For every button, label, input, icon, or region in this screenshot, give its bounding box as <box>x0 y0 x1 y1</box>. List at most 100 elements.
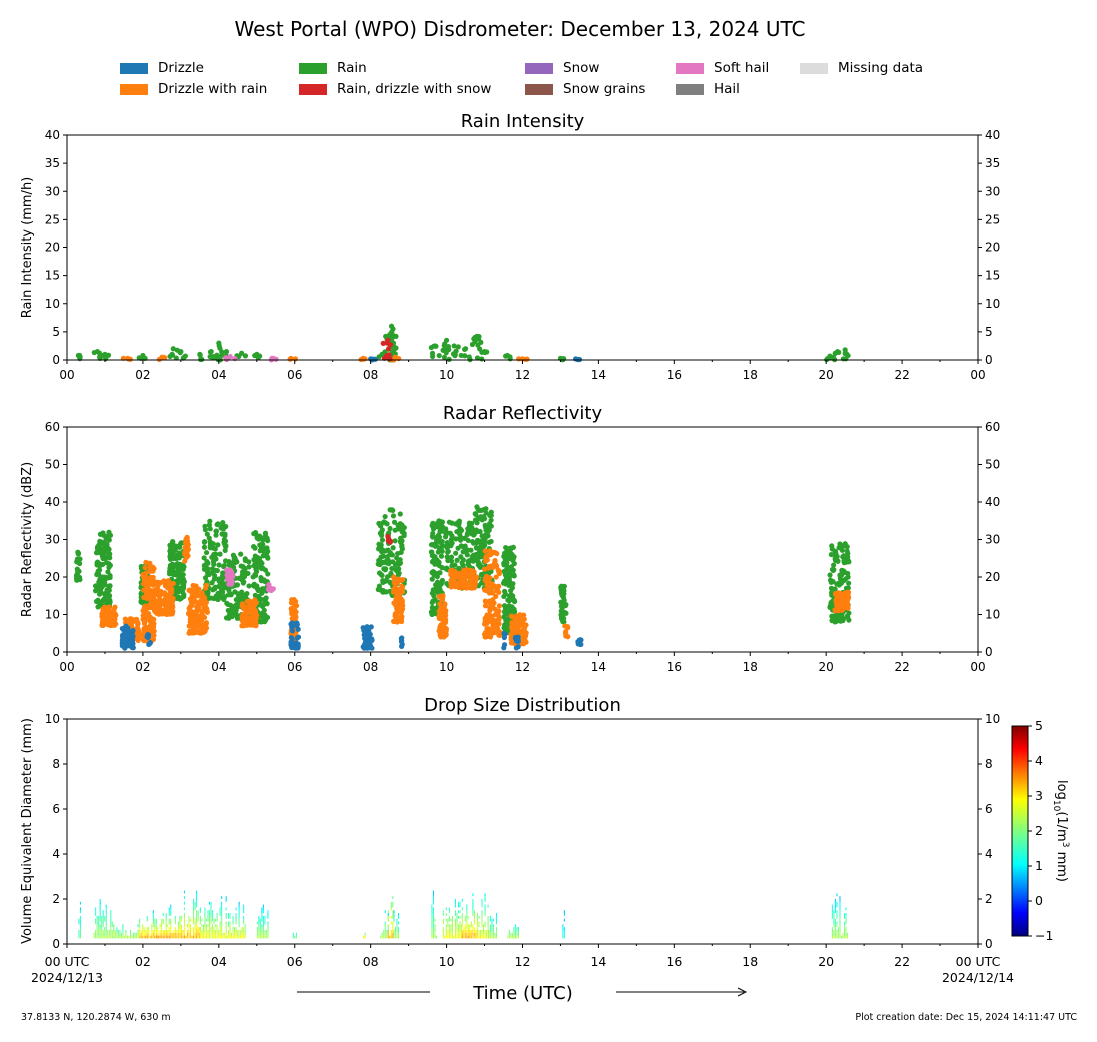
dsd-cell <box>101 929 103 933</box>
reflectivity-point <box>513 638 520 644</box>
dsd-cell <box>836 929 838 933</box>
dsd-cell <box>134 932 136 936</box>
intensity-point <box>840 356 847 362</box>
dsd-cell <box>235 921 237 925</box>
reflectivity-point <box>488 509 494 515</box>
dsd-cell <box>208 913 211 916</box>
reflectivity-point <box>140 571 146 578</box>
dsd-cell <box>221 924 223 928</box>
dsd-cell <box>264 932 266 936</box>
dsd-cell <box>489 927 491 930</box>
dsd-cell <box>234 929 236 933</box>
dsd-cell <box>208 918 211 922</box>
dsd-cell <box>466 918 468 922</box>
dsd-cell <box>204 929 206 933</box>
dsd-cell <box>117 935 119 939</box>
reflectivity-point <box>104 620 110 627</box>
reflectivity-point <box>242 615 248 621</box>
dsd-cell <box>105 924 107 928</box>
reflectivity-point <box>395 522 401 528</box>
reflectivity-point <box>476 554 482 560</box>
dsd-cell <box>168 921 170 925</box>
dsd-cell <box>146 932 148 936</box>
intensity-point <box>455 344 461 350</box>
reflectivity-point <box>510 544 516 550</box>
dsd-cell <box>495 929 497 933</box>
dsd-cell <box>119 935 121 939</box>
dsd-cell <box>188 929 190 933</box>
dsd-cell <box>454 929 456 933</box>
reflectivity-point <box>244 590 250 597</box>
reflectivity-point <box>75 568 81 574</box>
dsd-cell <box>98 915 100 919</box>
legend-item: Drizzle with rain <box>120 79 267 99</box>
reflectivity-point <box>177 577 183 583</box>
dsd-cell <box>267 935 269 939</box>
dsd-cell <box>243 921 245 925</box>
reflectivity-point <box>147 627 153 633</box>
dsd-cell <box>442 910 444 914</box>
legend-swatch <box>120 83 148 95</box>
dsd-cell <box>168 910 170 914</box>
dsd-cell <box>507 935 509 939</box>
dsd-cell <box>154 918 156 922</box>
dsd-cell <box>844 924 846 928</box>
x-tick-label: 22 <box>894 660 909 674</box>
legend-swatch <box>525 83 553 95</box>
dsd-cell <box>177 927 179 930</box>
dsd-cell <box>179 932 181 936</box>
dsd-cell <box>210 918 212 922</box>
dsd-cell <box>205 935 207 939</box>
dsd-cell <box>157 929 159 933</box>
reflectivity-point <box>521 641 527 647</box>
reflectivity-point <box>207 540 214 546</box>
dsd-cell <box>98 918 100 922</box>
reflectivity-point <box>148 580 154 586</box>
dsd-cell <box>201 935 203 939</box>
reflectivity-point <box>186 587 192 593</box>
dsd-cell <box>243 907 245 911</box>
dsd-cell <box>845 932 847 936</box>
dsd-cell <box>165 915 167 919</box>
legend-label: Hail <box>714 81 740 97</box>
reflectivity-point <box>429 576 435 582</box>
dsd-cell <box>487 927 489 930</box>
reflectivity-point <box>558 583 565 589</box>
reflectivity-point <box>577 637 583 643</box>
dsd-cell <box>489 929 491 933</box>
dsd-cell <box>98 935 100 939</box>
reflectivity-point <box>517 612 523 618</box>
dsd-cell <box>516 932 518 936</box>
reflectivity-point <box>191 583 197 589</box>
reflectivity-point <box>246 583 252 589</box>
reflectivity-point <box>240 580 246 586</box>
intensity-point <box>223 348 230 355</box>
dsd-cell <box>397 929 400 933</box>
x-tick-label: 10 <box>439 368 454 382</box>
dsd-cell <box>114 935 116 939</box>
reflectivity-point <box>471 585 477 591</box>
reflectivity-point <box>829 543 835 549</box>
dsd-cell <box>199 910 201 914</box>
reflectivity-point <box>199 625 205 631</box>
x-tick-label: 08 <box>363 660 378 674</box>
dsd-cell <box>495 921 497 925</box>
dsd-cell <box>392 921 394 925</box>
dsd-cell <box>476 935 479 939</box>
reflectivity-point <box>443 617 449 623</box>
reflectivity-point <box>106 592 113 599</box>
dsd-cell <box>386 932 388 936</box>
reflectivity-point <box>845 589 852 595</box>
reflectivity-point <box>241 565 248 571</box>
dsd-cell <box>194 921 196 925</box>
dsd-cell <box>261 910 263 914</box>
dsd-cell <box>136 932 138 936</box>
dsd-cell <box>457 924 460 928</box>
dsd-cell <box>486 932 488 936</box>
drop-size-frame <box>66 718 979 945</box>
dsd-cell <box>155 924 157 928</box>
dsd-cell <box>432 935 434 939</box>
dsd-cell <box>487 935 489 939</box>
dsd-cell <box>831 913 833 916</box>
dsd-cell <box>261 924 263 928</box>
